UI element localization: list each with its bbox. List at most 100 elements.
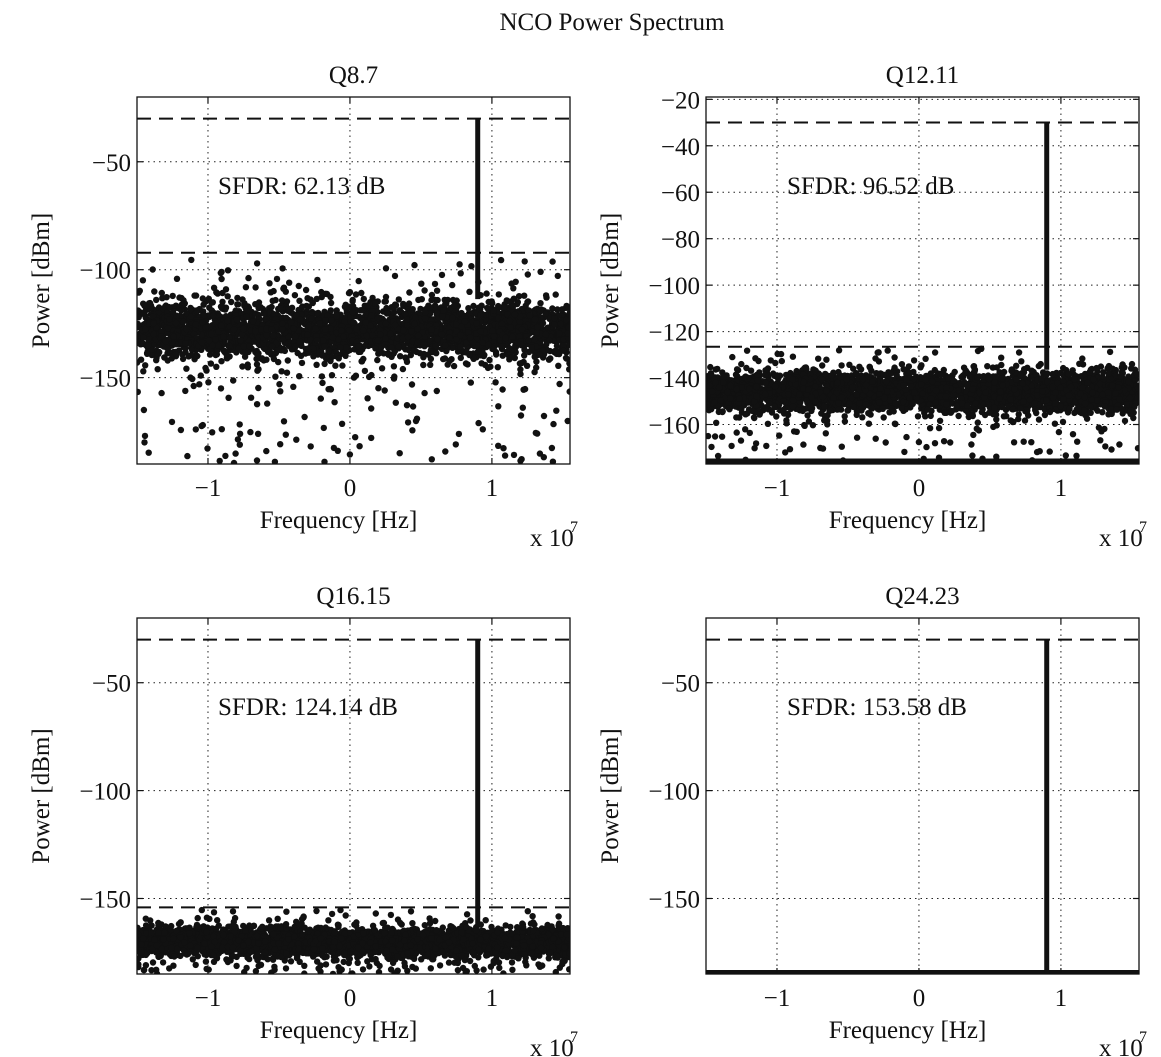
noise-point (230, 377, 237, 384)
noise-point (455, 430, 463, 438)
noise-point (708, 443, 715, 451)
noise-point (238, 331, 246, 338)
noise-point (279, 336, 287, 343)
noise-point (1010, 439, 1018, 446)
noise-point (242, 284, 250, 291)
noise-point (335, 355, 342, 362)
noise-point (501, 304, 508, 311)
noise-point (391, 321, 399, 329)
noise-point (164, 325, 172, 332)
noise-point (269, 332, 277, 339)
noise-point (536, 351, 543, 358)
noise-point (295, 282, 302, 290)
noise-point (305, 345, 312, 352)
noise-point (252, 284, 259, 291)
noise-point (540, 454, 547, 461)
noise-point (253, 401, 261, 408)
noise-point (465, 329, 472, 336)
noise-point (342, 352, 349, 359)
noise-point (400, 327, 407, 334)
noise-point (898, 361, 906, 368)
noise-point (707, 363, 714, 371)
noise-point (313, 361, 320, 368)
noise-point (1015, 415, 1022, 423)
noise-point (206, 351, 214, 358)
noise-point (456, 261, 463, 268)
noise-point (428, 456, 435, 463)
noise-point (368, 371, 375, 379)
noise-point (215, 342, 222, 349)
noise-point (234, 436, 242, 443)
noise-point (549, 258, 556, 265)
noise-point (470, 302, 477, 310)
noise-point (266, 348, 274, 356)
noise-point (163, 344, 171, 352)
noise-point (205, 295, 212, 302)
noise-point (258, 326, 265, 333)
noise-point (162, 338, 170, 345)
noise-floor-points (706, 345, 1139, 464)
noise-point (305, 322, 313, 330)
noise-point (391, 373, 398, 380)
noise-point (332, 362, 339, 369)
noise-point (399, 334, 407, 342)
noise-point (542, 310, 549, 317)
noise-point (137, 289, 142, 296)
noise-point (363, 332, 370, 340)
noise-point (525, 336, 532, 344)
noise-point (220, 333, 227, 340)
noise-point (445, 324, 453, 332)
noise-point (241, 353, 249, 360)
noise-point (521, 258, 528, 265)
noise-point (212, 351, 219, 359)
noise-point (321, 343, 328, 350)
noise-point (396, 450, 403, 457)
noise-point (521, 292, 528, 299)
noise-point (385, 351, 392, 358)
noise-point (457, 331, 464, 339)
noise-point (486, 356, 493, 364)
noise-point (491, 343, 498, 351)
noise-point (1074, 438, 1081, 445)
noise-point (368, 312, 375, 319)
noise-point (993, 416, 1000, 423)
noise-point (395, 343, 403, 350)
noise-point (314, 310, 321, 317)
noise-point (290, 325, 298, 332)
noise-point (475, 348, 482, 355)
noise-point (236, 421, 243, 428)
noise-point (409, 403, 417, 410)
noise-point (747, 367, 755, 374)
noise-point (317, 395, 324, 402)
noise-point (144, 350, 151, 357)
noise-point (319, 352, 326, 359)
noise-point (151, 288, 158, 295)
noise-point (421, 315, 429, 322)
noise-point (926, 425, 934, 432)
noise-point (296, 316, 304, 323)
noise-point (182, 345, 189, 352)
noise-point (271, 311, 278, 318)
noise-point (743, 347, 751, 354)
noise-point (434, 336, 441, 343)
noise-point (523, 362, 531, 369)
noise-point (517, 370, 524, 378)
noise-point (404, 321, 411, 329)
noise-point (166, 316, 173, 323)
noise-point (512, 344, 519, 351)
noise-point (254, 351, 262, 359)
noise-point (531, 316, 539, 323)
noise-point (420, 341, 428, 348)
noise-point (176, 294, 183, 301)
noise-point (182, 387, 189, 395)
noise-point (141, 439, 148, 446)
noise-point (192, 321, 199, 328)
noise-point (381, 298, 388, 305)
noise-point (170, 333, 177, 340)
chart-panel-2: Q12.11−1 0 1−20−40−60−80−100−120−140−160Fr… (597, 62, 1147, 552)
noise-point (453, 328, 460, 335)
noise-point (517, 366, 524, 373)
noise-point (327, 293, 334, 301)
noise-point (313, 337, 321, 344)
